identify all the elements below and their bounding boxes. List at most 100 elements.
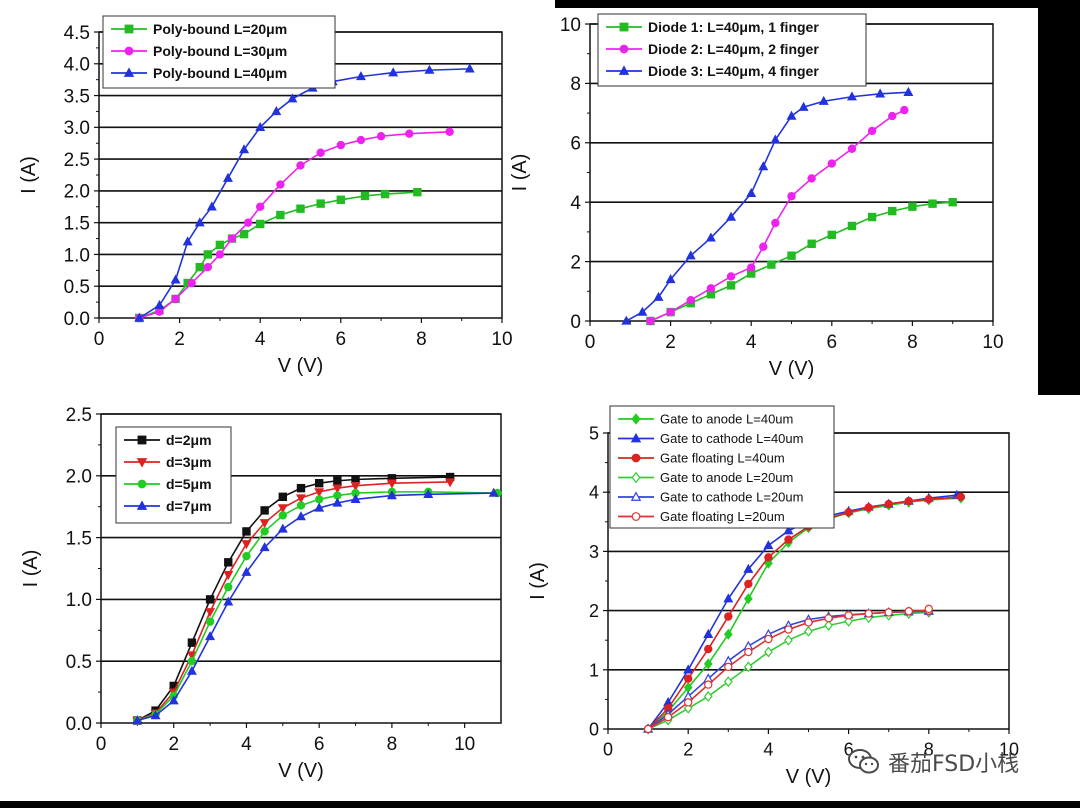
data-point: [666, 307, 675, 317]
data-point: [186, 665, 197, 675]
data-point: [380, 189, 390, 199]
panel-d: 0 1 2 3 4 5 0 2 4 6 8 10 V (V) I (A) Gate to anode L=4…: [527, 405, 1019, 788]
series-5: [643, 604, 934, 734]
data-point: [314, 488, 325, 498]
data-point: [743, 593, 753, 605]
data-point: [278, 492, 288, 502]
data-point: [242, 551, 251, 561]
data-point: [271, 106, 282, 116]
legend-label: Poly-bound L=20μm: [153, 21, 287, 37]
legend-label: Gate to anode L=40um: [660, 412, 793, 427]
data-point: [445, 478, 456, 488]
y-tick-label: 2: [589, 601, 599, 621]
data-point: [804, 618, 813, 627]
data-point: [904, 496, 913, 506]
data-point: [296, 161, 305, 170]
data-point: [423, 488, 434, 498]
y-tick-label: 4.0: [64, 55, 90, 76]
data-point: [187, 278, 196, 288]
legend-label: d=5μm: [166, 476, 212, 492]
data-point: [205, 617, 215, 626]
data-point: [154, 299, 165, 309]
y-tick-label: 3.5: [64, 86, 90, 107]
data-point: [723, 676, 733, 688]
x-tick-label: 0: [585, 332, 596, 353]
panel-b: 0 2 4 6 8 10 0 2 4 6 8 10 V (V) I (A) Diode 1: L=40μm,…: [509, 13, 1004, 380]
data-point: [187, 657, 197, 666]
data-point: [786, 110, 797, 120]
legend-label: Diode 2: L=40μm, 2 finger: [648, 41, 819, 57]
data-point: [194, 217, 205, 227]
x-tick-label: 0: [96, 734, 107, 755]
data-point: [904, 606, 913, 616]
data-point: [259, 542, 270, 552]
series-line: [647, 497, 961, 730]
y-tick-label: 0: [570, 312, 581, 333]
data-point: [864, 503, 873, 512]
data-point: [665, 274, 676, 284]
data-point: [875, 88, 886, 98]
x-tick-label: 4: [255, 329, 266, 350]
y-tick-label: 3: [589, 542, 599, 562]
data-point: [260, 527, 269, 536]
x-tick-label: 8: [907, 332, 918, 353]
data-point: [924, 495, 934, 504]
data-point: [336, 195, 346, 204]
x-tick-label: 10: [454, 734, 475, 755]
data-point: [684, 674, 693, 683]
data-point: [867, 126, 877, 136]
x-tick-label: 6: [314, 734, 325, 755]
data-point: [314, 502, 325, 512]
legend-marker: [630, 432, 642, 443]
data-point: [278, 511, 288, 520]
data-point: [653, 291, 664, 301]
x-tick-label: 2: [168, 734, 179, 755]
data-point: [277, 504, 288, 514]
legend-marker: [124, 46, 134, 56]
legend-marker: [630, 491, 642, 501]
x-tick-label: 4: [763, 739, 773, 759]
data-point: [888, 111, 897, 121]
legend-box: [609, 405, 835, 529]
data-point: [223, 571, 234, 581]
data-point: [621, 315, 632, 325]
data-point: [386, 490, 397, 500]
data-point: [827, 230, 837, 240]
data-point: [818, 95, 829, 105]
black-border-top: [555, 0, 1080, 8]
data-point: [726, 272, 736, 281]
y-axis-label: I (A): [18, 156, 40, 194]
x-tick-label: 0: [603, 739, 613, 759]
data-point: [296, 483, 306, 493]
data-point: [827, 159, 837, 168]
y-tick-label: 4.5: [64, 23, 90, 44]
data-point: [355, 71, 366, 81]
legend-marker: [123, 67, 135, 77]
legend-marker: [631, 453, 641, 463]
y-tick-label: 6: [570, 134, 581, 155]
data-point: [203, 250, 213, 259]
x-tick-label: 4: [746, 332, 757, 353]
legend-box: [115, 426, 232, 524]
data-point: [488, 487, 499, 497]
data-point: [764, 646, 773, 658]
legend-marker: [136, 500, 148, 510]
x-tick-label: 10: [491, 329, 512, 350]
y-tick-label: 1.0: [66, 590, 92, 611]
legend-label: Poly-bound L=40μm: [153, 65, 287, 81]
data-point: [171, 294, 180, 304]
data-point: [763, 540, 774, 550]
y-tick-label: 0.5: [64, 277, 90, 298]
data-point: [241, 566, 252, 576]
data-point: [846, 91, 857, 101]
data-point: [807, 174, 816, 183]
data-point: [187, 638, 197, 647]
legend-label: Gate to cathode L=20um: [660, 490, 803, 505]
data-point: [150, 710, 161, 720]
data-point: [333, 476, 342, 485]
data-point: [723, 628, 733, 640]
data-point: [723, 593, 734, 603]
data-point: [287, 93, 298, 103]
data-point: [227, 234, 237, 243]
